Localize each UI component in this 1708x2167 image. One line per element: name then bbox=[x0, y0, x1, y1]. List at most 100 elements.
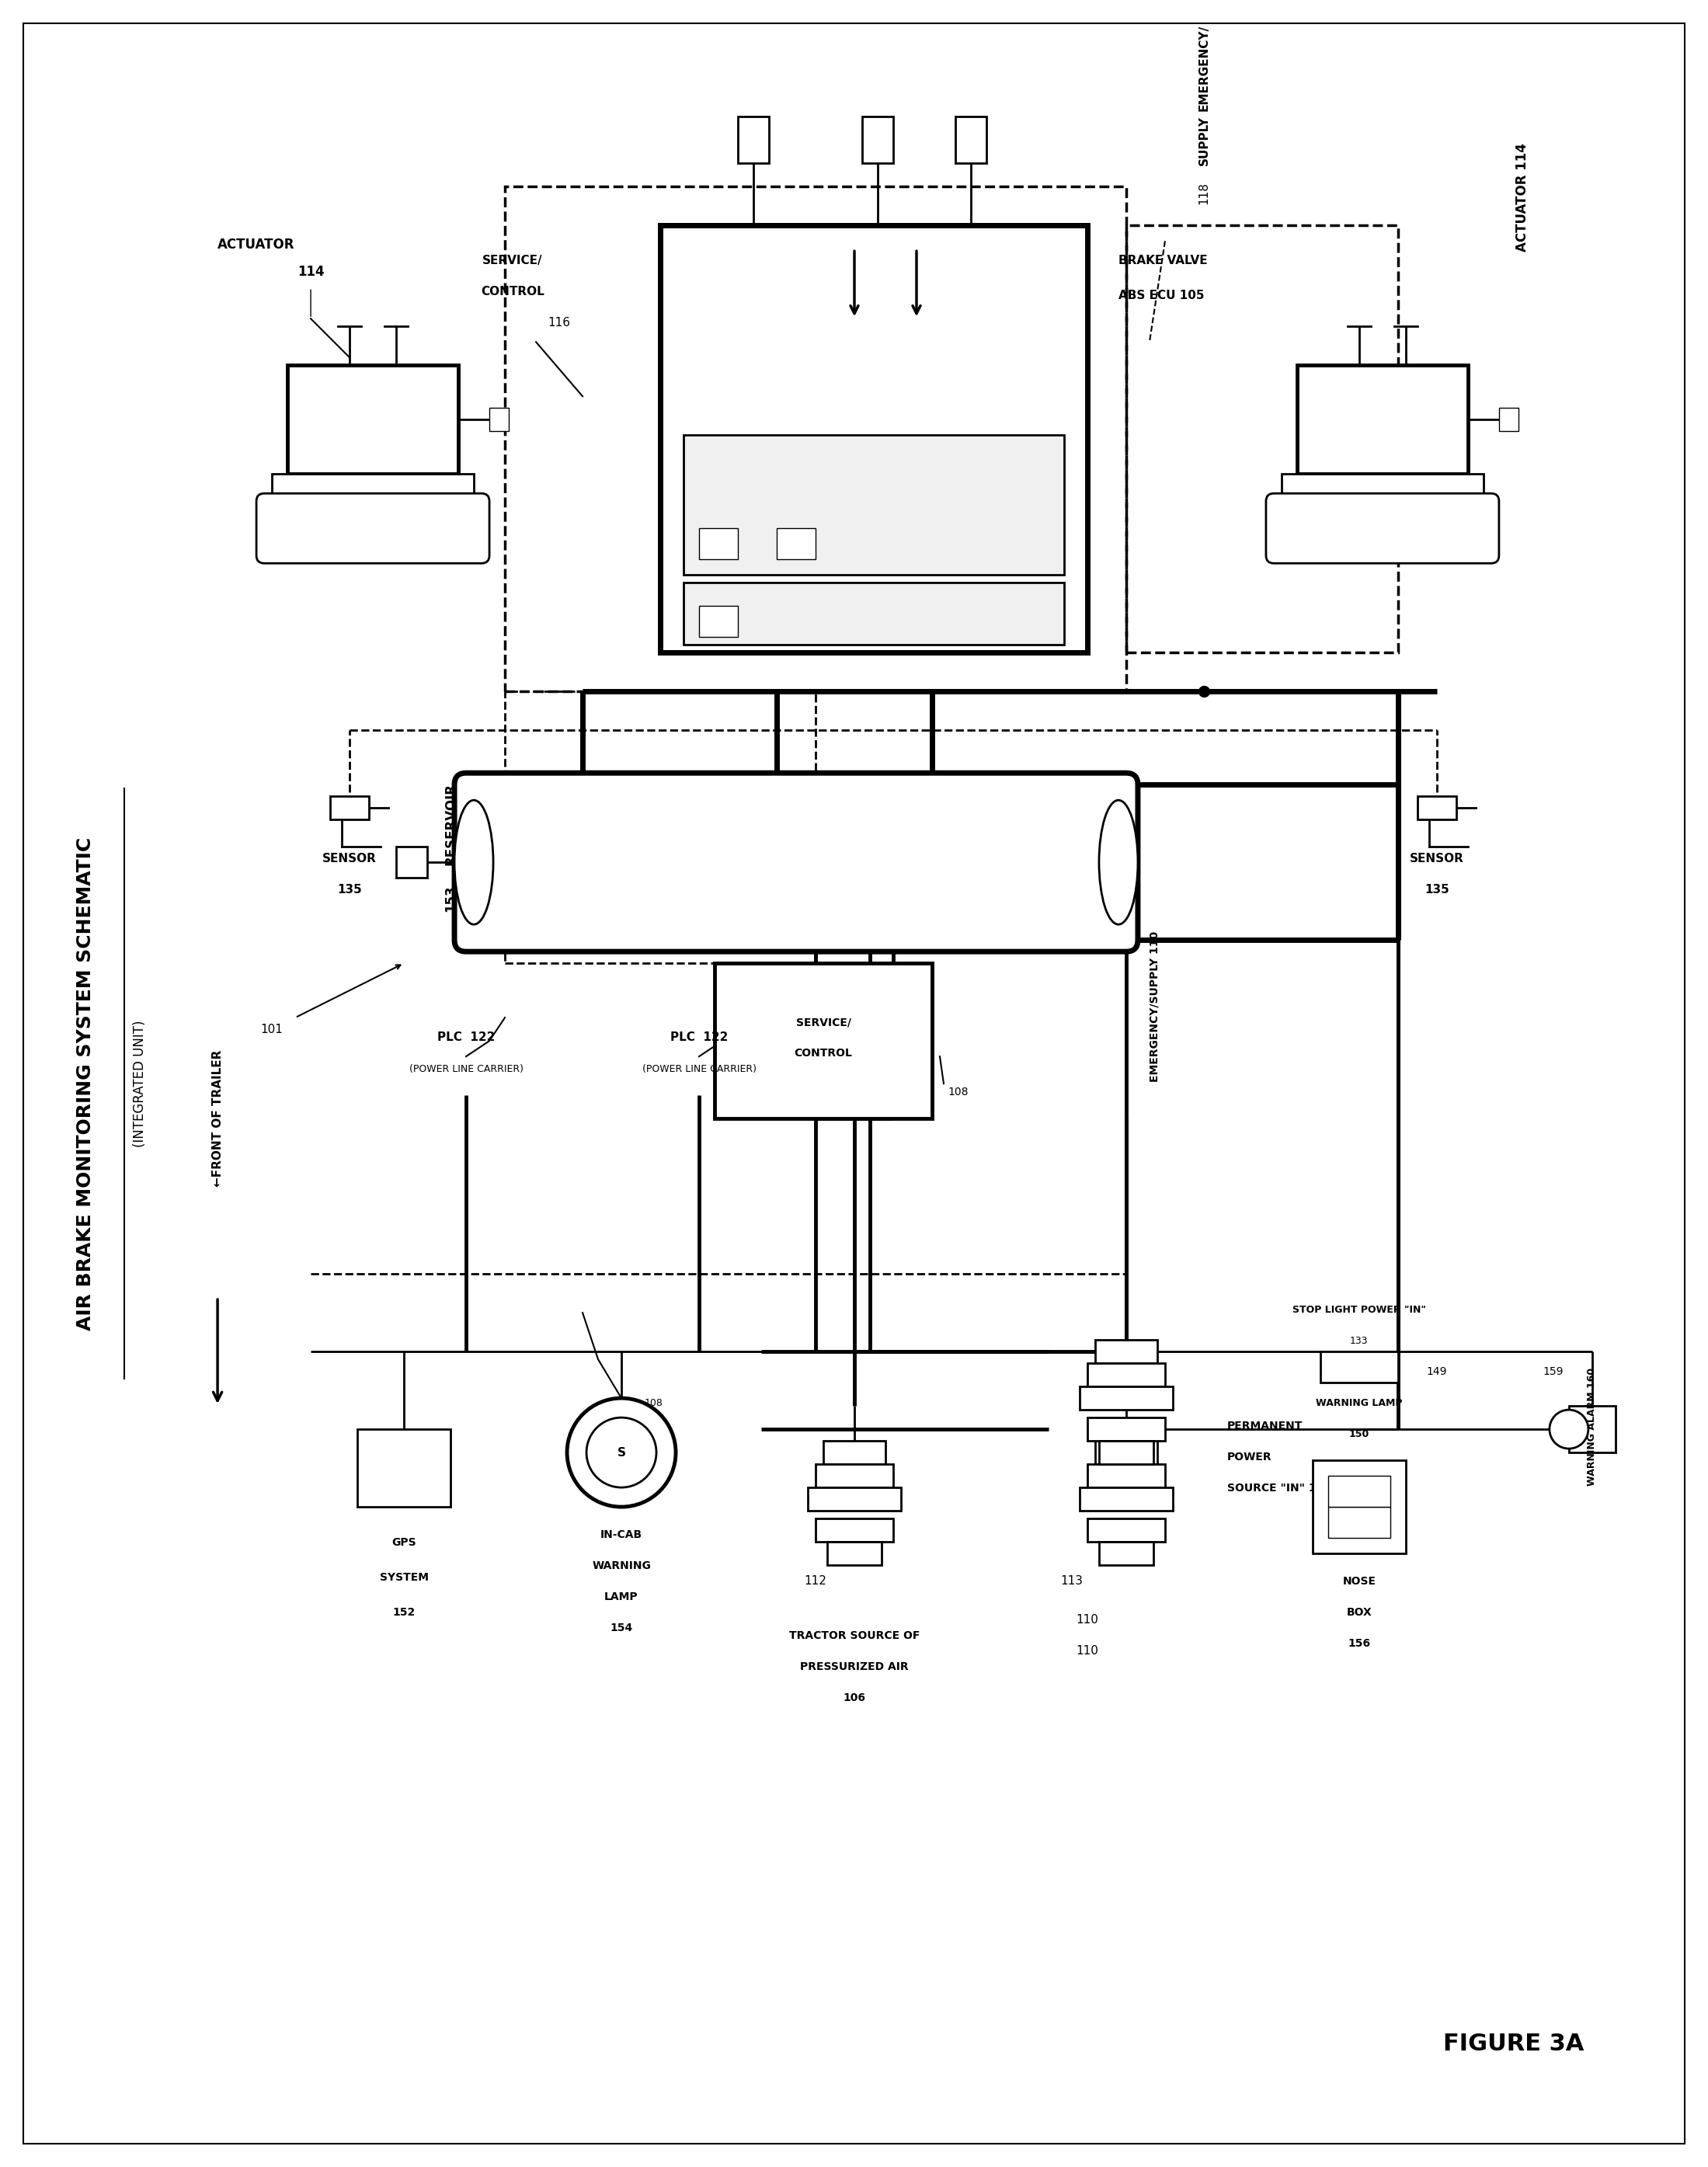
Bar bbox=[955, 117, 987, 163]
Bar bbox=[1296, 366, 1467, 475]
Bar bbox=[1079, 1487, 1173, 1510]
Text: 152: 152 bbox=[393, 1608, 415, 1619]
Bar bbox=[1095, 1339, 1158, 1363]
Bar bbox=[683, 436, 1064, 574]
Bar bbox=[1418, 795, 1457, 819]
Text: 110: 110 bbox=[1076, 1645, 1098, 1658]
Bar bbox=[1126, 225, 1399, 652]
FancyBboxPatch shape bbox=[256, 494, 490, 563]
Text: ACTUATOR: ACTUATOR bbox=[217, 238, 295, 251]
Bar bbox=[1095, 1441, 1158, 1465]
Text: CONTROL: CONTROL bbox=[482, 286, 545, 297]
Text: 153: 153 bbox=[444, 884, 458, 912]
Text: 154: 154 bbox=[610, 1623, 632, 1634]
Text: WARNING LAMP: WARNING LAMP bbox=[1315, 1398, 1402, 1409]
Text: 106: 106 bbox=[844, 1692, 866, 1703]
Text: SENSOR: SENSOR bbox=[1409, 854, 1464, 865]
Bar bbox=[357, 1430, 451, 1506]
Text: SOURCE "IN" 122: SOURCE "IN" 122 bbox=[1226, 1482, 1331, 1493]
Text: 118: 118 bbox=[1197, 182, 1209, 204]
Text: 135: 135 bbox=[1424, 884, 1448, 895]
Text: 108: 108 bbox=[644, 1398, 663, 1409]
Text: 156: 156 bbox=[1348, 1638, 1370, 1649]
Bar bbox=[490, 407, 509, 431]
Bar bbox=[699, 607, 738, 637]
Text: SYSTEM: SYSTEM bbox=[379, 1571, 429, 1582]
Bar bbox=[1088, 1363, 1165, 1387]
Bar bbox=[808, 1487, 902, 1510]
Text: SENSOR: SENSOR bbox=[323, 854, 377, 865]
Ellipse shape bbox=[454, 800, 494, 925]
Text: PRESSURIZED AIR: PRESSURIZED AIR bbox=[799, 1662, 909, 1673]
Text: ABS ECU 105: ABS ECU 105 bbox=[1119, 290, 1204, 301]
Text: SERVICE/: SERVICE/ bbox=[796, 1016, 851, 1027]
Text: S: S bbox=[617, 1448, 625, 1458]
Ellipse shape bbox=[1098, 800, 1138, 925]
Text: PLC  122: PLC 122 bbox=[437, 1031, 495, 1042]
Bar bbox=[1098, 1543, 1153, 1565]
Text: 112: 112 bbox=[804, 1575, 827, 1586]
Bar bbox=[1570, 1406, 1616, 1452]
Bar bbox=[863, 117, 893, 163]
Text: 159: 159 bbox=[1542, 1367, 1563, 1378]
Bar bbox=[1312, 1461, 1406, 1554]
Text: PERMANENT: PERMANENT bbox=[1226, 1422, 1303, 1432]
Text: SERVICE/: SERVICE/ bbox=[483, 256, 543, 267]
Text: PLC  122: PLC 122 bbox=[670, 1031, 728, 1042]
Text: ←FRONT OF TRAILER: ←FRONT OF TRAILER bbox=[212, 1051, 224, 1188]
Bar bbox=[699, 529, 738, 559]
Text: NOSE: NOSE bbox=[1342, 1575, 1377, 1586]
Text: (INTEGRATED UNIT): (INTEGRATED UNIT) bbox=[133, 1021, 147, 1146]
Text: BOX: BOX bbox=[1346, 1608, 1372, 1619]
Text: ACTUATOR 114: ACTUATOR 114 bbox=[1515, 143, 1529, 251]
Text: SUPPLY: SUPPLY bbox=[1197, 117, 1209, 165]
Bar bbox=[1320, 1352, 1399, 1383]
Text: (POWER LINE CARRIER): (POWER LINE CARRIER) bbox=[642, 1064, 757, 1075]
Bar bbox=[1088, 1417, 1165, 1441]
Text: BRAKE VALVE: BRAKE VALVE bbox=[1119, 256, 1208, 267]
Bar bbox=[777, 529, 815, 559]
Bar bbox=[1329, 1506, 1390, 1539]
Circle shape bbox=[586, 1417, 656, 1487]
Bar bbox=[661, 225, 1088, 652]
Bar bbox=[1088, 1519, 1165, 1543]
Bar bbox=[506, 186, 1126, 691]
Bar bbox=[714, 964, 933, 1118]
FancyBboxPatch shape bbox=[1266, 494, 1500, 563]
Text: 149: 149 bbox=[1426, 1367, 1447, 1378]
Text: TRACTOR SOURCE OF: TRACTOR SOURCE OF bbox=[789, 1630, 921, 1640]
Text: STOP LIGHT POWER "IN": STOP LIGHT POWER "IN" bbox=[1293, 1305, 1426, 1315]
Bar bbox=[815, 1519, 893, 1543]
Bar bbox=[823, 1441, 885, 1465]
Text: WARNING ALARM 160: WARNING ALARM 160 bbox=[1587, 1367, 1597, 1487]
Bar bbox=[506, 691, 815, 964]
Bar bbox=[683, 583, 1064, 646]
Bar bbox=[330, 795, 369, 819]
Bar bbox=[815, 1465, 893, 1487]
Text: FIGURE 3A: FIGURE 3A bbox=[1443, 2033, 1585, 2054]
Text: RESERVOIR: RESERVOIR bbox=[444, 782, 458, 865]
Bar bbox=[272, 475, 473, 501]
Text: EMERGENCY/: EMERGENCY/ bbox=[1197, 26, 1209, 111]
Text: LAMP: LAMP bbox=[605, 1591, 639, 1601]
Text: 133: 133 bbox=[1349, 1337, 1368, 1346]
Bar bbox=[396, 847, 427, 878]
Bar bbox=[1088, 1465, 1165, 1487]
Bar bbox=[1098, 1441, 1153, 1465]
FancyBboxPatch shape bbox=[454, 774, 1138, 951]
Text: GPS: GPS bbox=[391, 1536, 417, 1547]
Bar bbox=[827, 1543, 881, 1565]
Text: CONTROL: CONTROL bbox=[794, 1049, 852, 1060]
Text: 114: 114 bbox=[297, 264, 325, 280]
Bar bbox=[1079, 1387, 1173, 1411]
Text: EMERGENCY/SUPPLY 110: EMERGENCY/SUPPLY 110 bbox=[1149, 932, 1160, 1081]
Text: 150: 150 bbox=[1349, 1430, 1370, 1439]
Text: 135: 135 bbox=[336, 884, 362, 895]
Text: 110: 110 bbox=[1076, 1614, 1098, 1625]
Text: 113: 113 bbox=[1061, 1575, 1083, 1586]
Circle shape bbox=[1549, 1411, 1588, 1448]
Bar bbox=[1281, 475, 1484, 501]
Text: 108: 108 bbox=[948, 1086, 968, 1099]
Bar bbox=[738, 117, 769, 163]
Circle shape bbox=[567, 1398, 676, 1506]
